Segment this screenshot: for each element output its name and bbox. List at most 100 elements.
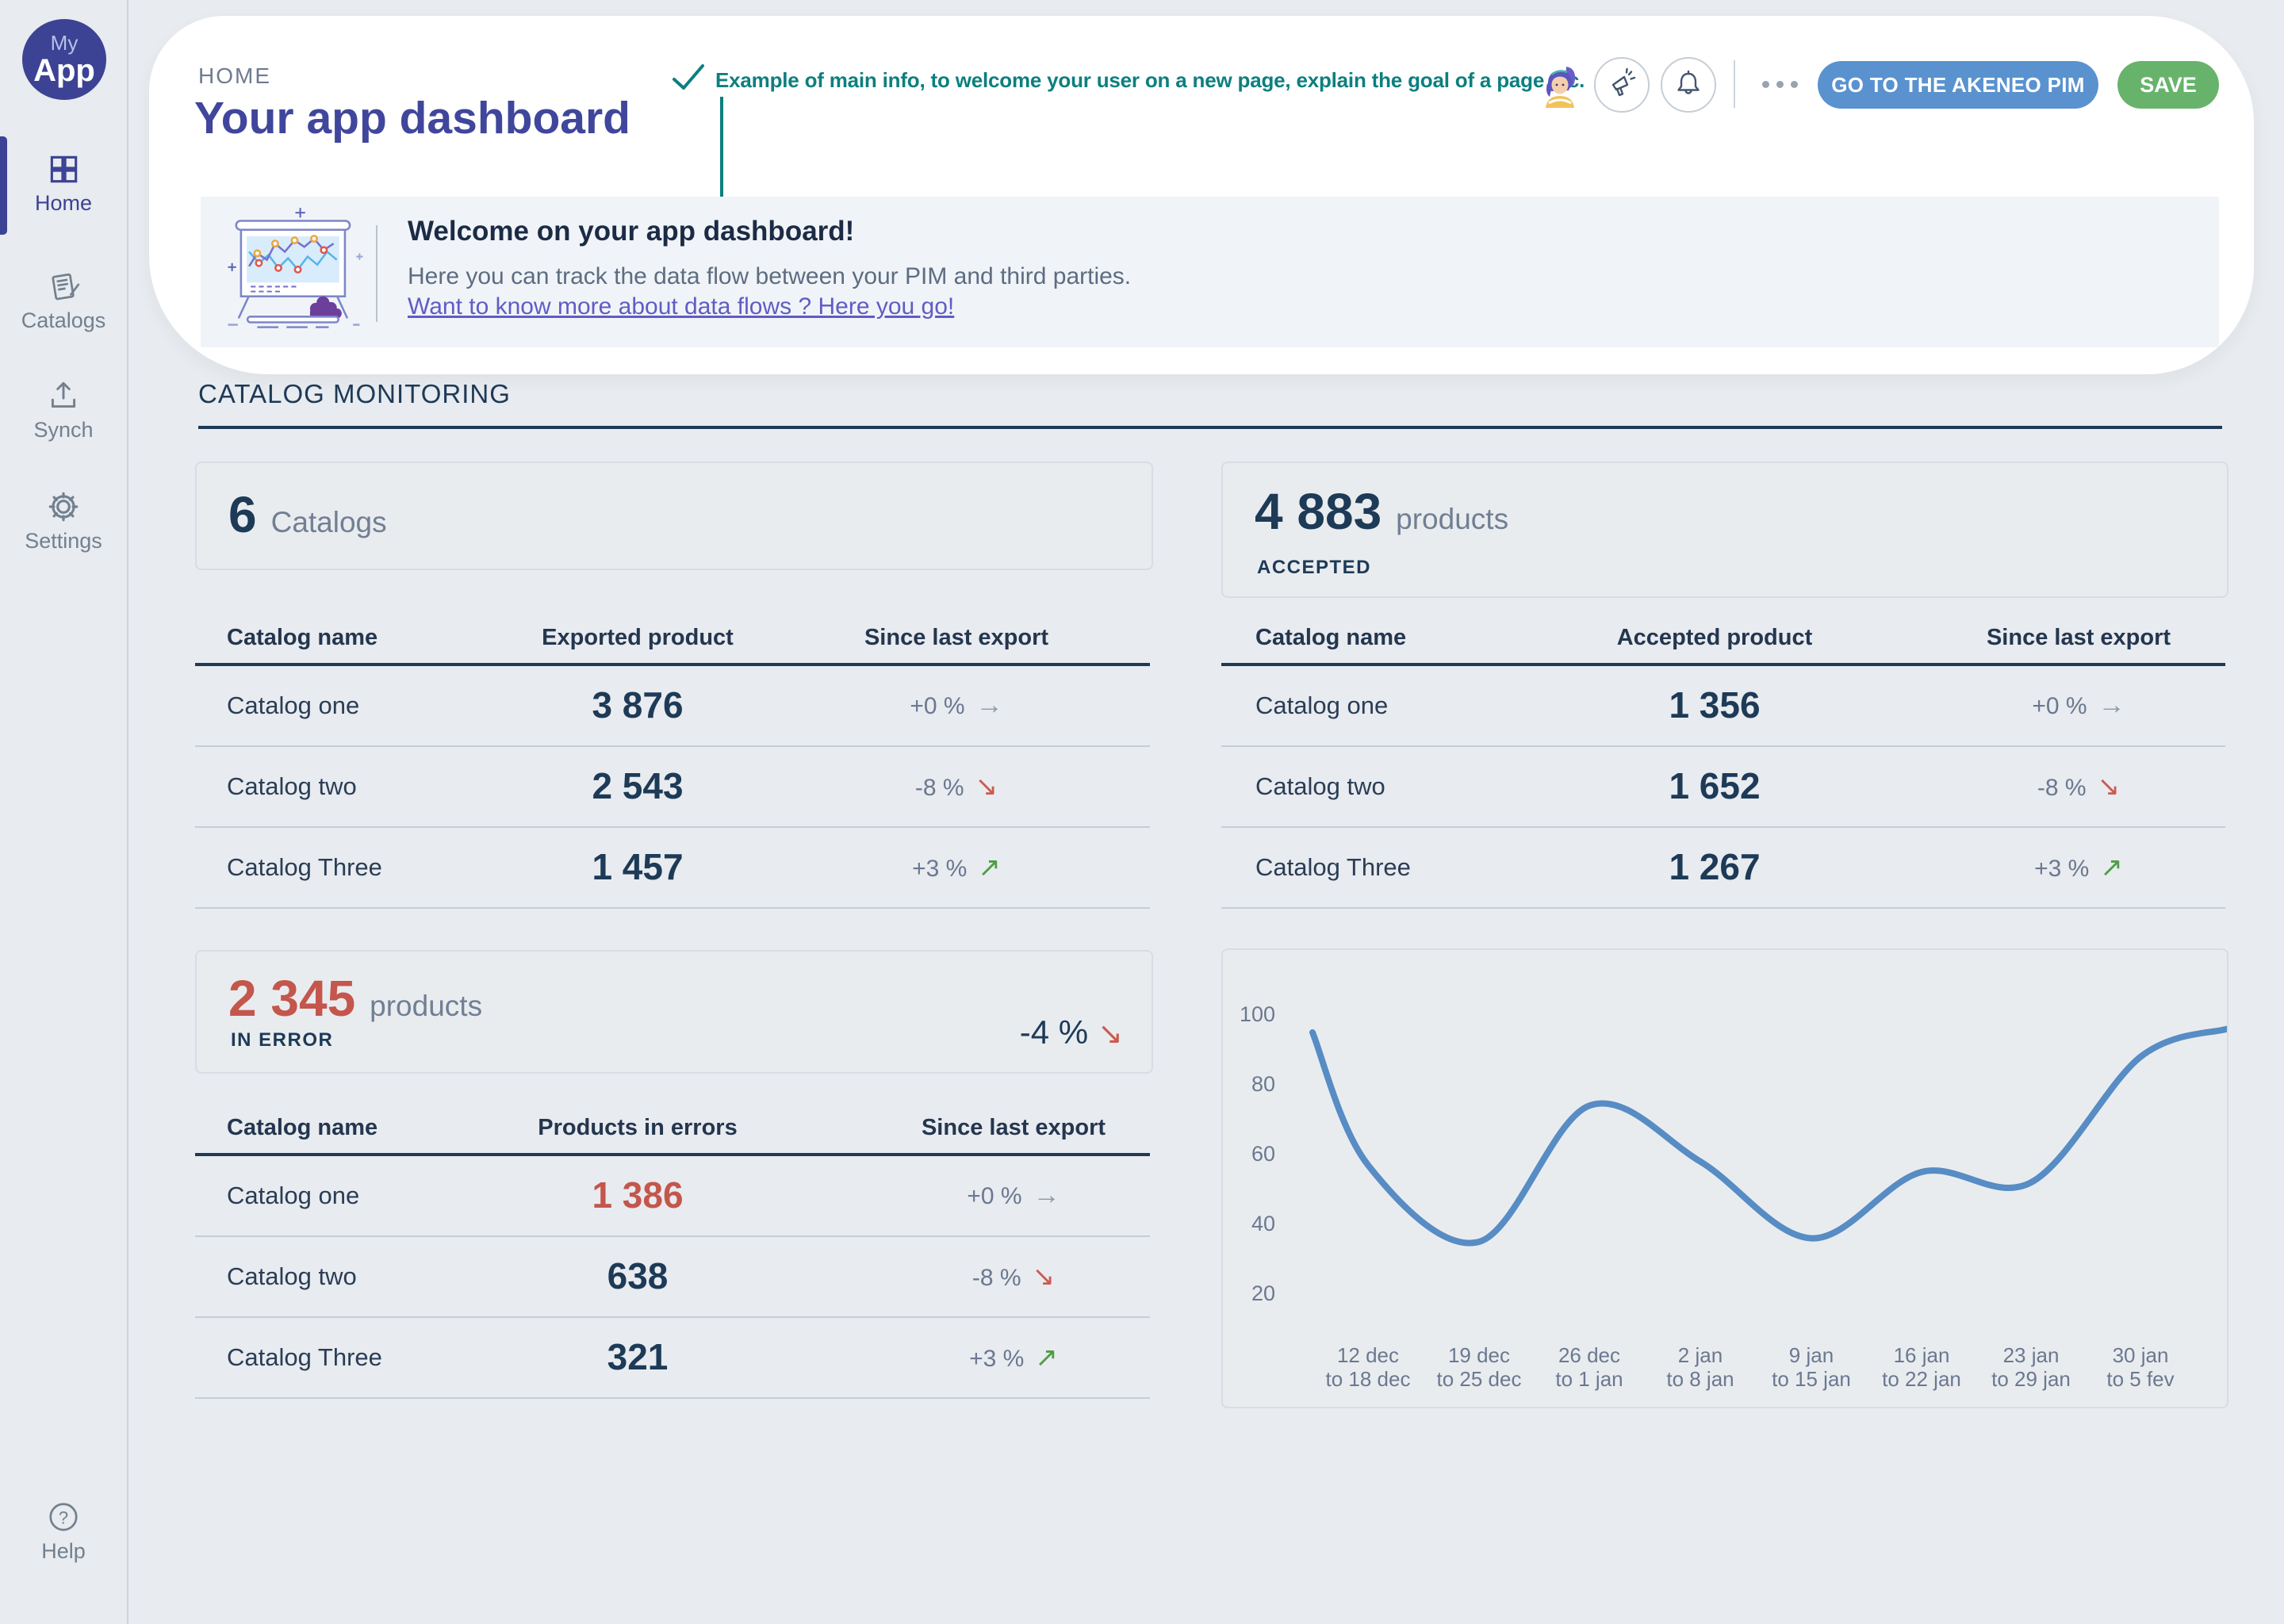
catalog-book-icon <box>0 268 127 304</box>
table-row: Catalog two 638 -8 % ↘ <box>195 1237 1150 1318</box>
trend-up-icon: ↗ <box>2100 852 2123 883</box>
help-question-icon: ? <box>0 1499 127 1535</box>
banner-divider <box>376 225 377 322</box>
x-tick-label: 30 jan to 5 fev <box>2106 1343 2175 1391</box>
x-tick-label: 23 jan to 29 jan <box>1991 1343 2071 1391</box>
x-tick-label: 19 dec to 25 dec <box>1436 1343 1522 1391</box>
x-tick-label: 12 dec to 18 dec <box>1325 1343 1411 1391</box>
sidebar-item-label: Home <box>34 191 93 215</box>
catalogs-count-card: 6 Catalogs <box>195 462 1153 570</box>
save-button[interactable]: SAVE <box>2117 61 2219 109</box>
column-header: Catalog name <box>1255 625 1407 650</box>
catalogs-unit: Catalogs <box>270 506 387 538</box>
svg-text:?: ? <box>59 1507 68 1527</box>
y-tick-label: 40 <box>1251 1212 1275 1235</box>
trend-down-icon: ↘ <box>1098 1017 1123 1051</box>
x-tick-label: 9 jan to 15 jan <box>1772 1343 1851 1391</box>
app-logo: My App <box>22 19 106 100</box>
column-header: Since last export <box>921 1115 1106 1140</box>
error-products-card: 2 345 products IN ERROR -4 % ↘ <box>195 950 1153 1074</box>
trend-down-icon: ↘ <box>2097 772 2121 802</box>
table-row: Catalog two 2 543 -8 % ↘ <box>195 747 1150 828</box>
table-row: Catalog two 1 652 -8 % ↘ <box>1221 747 2225 828</box>
column-header: Catalog name <box>227 625 378 650</box>
column-header: Exported product <box>542 625 734 650</box>
header-divider <box>1734 60 1735 108</box>
sidebar-item-label: Help <box>41 1539 86 1563</box>
table-row: Catalog one 3 876 +0 % → <box>195 666 1150 747</box>
table-row: Catalog one 1 386 +0 % → <box>195 1156 1150 1237</box>
data-flows-link[interactable]: Want to know more about data flows ? Her… <box>408 293 955 320</box>
trend-down-icon: ↘ <box>975 772 998 802</box>
accepted-caption: ACCEPTED <box>1257 557 1372 578</box>
accepted-products-card: 4 883 products ACCEPTED <box>1221 462 2228 598</box>
sidebar-item-help[interactable]: ? Help <box>0 1499 127 1564</box>
error-unit: products <box>370 990 483 1022</box>
column-header: Products in errors <box>538 1115 738 1140</box>
accepted-products-table: Catalog name Accepted product Since last… <box>1221 617 2225 909</box>
trend-flat-icon: → <box>975 690 1003 720</box>
page-title: Your app dashboard <box>194 93 630 144</box>
sidebar: My App Home Catalogs <box>0 0 128 1624</box>
catalogs-count: 6 <box>228 486 257 543</box>
accepted-unit: products <box>1396 503 1509 535</box>
bell-icon <box>1673 67 1704 103</box>
table-row: Catalog Three 1 267 +3 % ↗ <box>1221 828 2225 909</box>
home-grid-icon <box>0 151 127 187</box>
column-header: Catalog name <box>227 1115 378 1140</box>
column-header: Since last export <box>864 625 1049 650</box>
annotation-note: Example of main info, to welcome your us… <box>715 68 1585 92</box>
annotation-pointer-line <box>720 97 723 200</box>
banner-title: Welcome on your app dashboard! <box>408 216 855 247</box>
error-caption: IN ERROR <box>231 1029 334 1051</box>
breadcrumb: HOME <box>198 63 271 88</box>
notifications-button[interactable] <box>1661 57 1716 113</box>
table-row: Catalog one 1 356 +0 % → <box>1221 666 2225 747</box>
y-tick-label: 80 <box>1251 1072 1275 1096</box>
column-header: Since last export <box>1986 625 2171 650</box>
accepted-count: 4 883 <box>1255 483 1382 540</box>
table-header-rule <box>195 663 1150 666</box>
megaphone-icon <box>1606 67 1638 103</box>
table-header-rule <box>1221 663 2225 666</box>
avatar[interactable] <box>1537 63 1583 108</box>
go-to-pim-button[interactable]: GO TO THE AKENEO PIM <box>1818 61 2098 109</box>
y-tick-label: 60 <box>1251 1142 1275 1166</box>
announcements-button[interactable] <box>1594 57 1650 113</box>
exported-products-table: Catalog name Exported product Since last… <box>195 617 1150 909</box>
y-tick-label: 20 <box>1251 1281 1275 1305</box>
trend-flat-icon: → <box>2098 690 2125 720</box>
sidebar-item-catalogs[interactable]: Catalogs <box>0 268 127 333</box>
table-row: Catalog Three 321 +3 % ↗ <box>195 1318 1150 1399</box>
annotation-check-icon <box>673 64 704 90</box>
x-tick-label: 2 jan to 8 jan <box>1666 1343 1734 1391</box>
sidebar-item-label: Settings <box>25 529 102 553</box>
section-rule <box>198 426 2222 429</box>
table-row: Catalog Three 1 457 +3 % ↗ <box>195 828 1150 909</box>
section-title: CATALOG MONITORING <box>198 379 511 408</box>
sidebar-item-synch[interactable]: Synch <box>0 377 127 442</box>
gear-icon <box>0 488 127 525</box>
table-header-rule <box>195 1153 1150 1156</box>
trend-up-icon: ↗ <box>1035 1342 1058 1373</box>
trend-down-icon: ↘ <box>1032 1262 1056 1292</box>
overflow-menu-icon[interactable] <box>1762 81 1798 88</box>
sidebar-item-home[interactable]: Home <box>0 151 127 216</box>
sidebar-item-settings[interactable]: Settings <box>0 488 127 553</box>
trend-flat-icon: → <box>1033 1180 1060 1210</box>
exports-trend-chart: 100 80 60 40 20 12 dec to 18 dec 19 dec to 25 d… <box>1221 948 2228 1408</box>
sidebar-item-label: Synch <box>33 418 94 442</box>
error-products-table: Catalog name Products in errors Since la… <box>195 1107 1150 1399</box>
logo-text-bottom: App <box>33 53 95 88</box>
x-tick-label: 26 dec to 1 jan <box>1555 1343 1623 1391</box>
logo-text-top: My <box>50 31 79 55</box>
dashboard-illustration <box>228 208 363 328</box>
banner-body: Here you can track the data flow between… <box>408 263 1132 289</box>
upload-sync-icon <box>0 377 127 414</box>
active-nav-indicator <box>0 136 7 235</box>
column-header: Accepted product <box>1616 625 1813 650</box>
sidebar-item-label: Catalogs <box>21 308 106 332</box>
error-trend: -4 % ↘ <box>1019 1013 1123 1051</box>
error-count: 2 345 <box>228 970 356 1027</box>
